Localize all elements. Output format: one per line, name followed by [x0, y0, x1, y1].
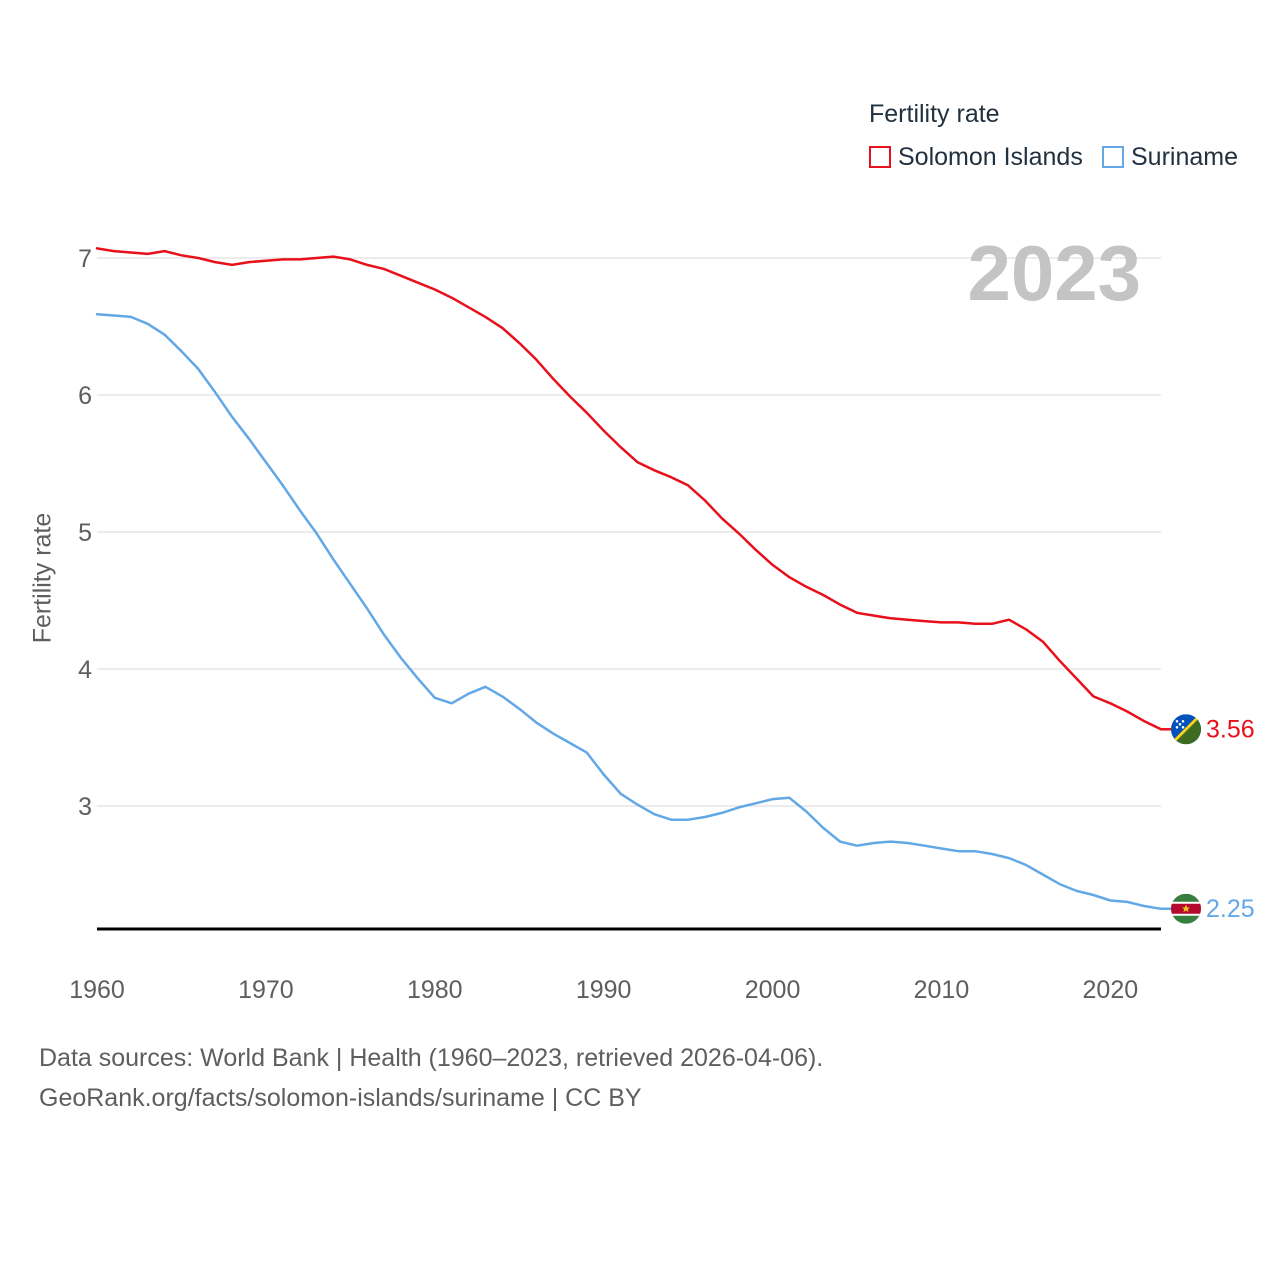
- legend-item-suriname[interactable]: Suriname: [1102, 142, 1238, 172]
- solomon-islands-flag-icon: [1171, 714, 1201, 745]
- series-lines: [95, 247, 1171, 911]
- y-tick-label: 3: [78, 793, 92, 821]
- x-tick-label: 1990: [576, 976, 632, 1004]
- x-tick-label: 2010: [914, 976, 970, 1004]
- footer-data-sources: Data sources: World Bank | Health (1960–…: [39, 1044, 824, 1072]
- y-tick-label: 5: [78, 519, 92, 547]
- legend-label-suriname: Suriname: [1131, 142, 1238, 171]
- legend-item-solomon-islands[interactable]: Solomon Islands: [869, 142, 1083, 172]
- legend-swatch-solomon-islands: [869, 146, 891, 168]
- x-axis-ticks: 1960 1970 1980 1990 2000 2010 2020: [69, 976, 1138, 1004]
- solomon-islands-end-value: 3.56: [1206, 715, 1255, 743]
- y-tick-label: 7: [78, 245, 92, 273]
- x-tick-label: 1980: [407, 976, 463, 1004]
- gridlines: [97, 257, 1161, 807]
- y-tick-label: 6: [78, 382, 92, 410]
- x-tick-label: 1970: [238, 976, 294, 1004]
- suriname-flag-icon: [1171, 893, 1201, 924]
- current-year-watermark: 2023: [967, 229, 1141, 317]
- x-tick-label: 1960: [69, 976, 125, 1004]
- y-axis-label: Fertility rate: [28, 512, 57, 644]
- x-tick-label: 2000: [745, 976, 801, 1004]
- y-axis-ticks: 3 4 5 6 7: [78, 245, 92, 821]
- y-tick-label: 4: [78, 656, 92, 684]
- legend-title: Fertility rate: [869, 100, 1000, 128]
- legend-label-solomon-islands: Solomon Islands: [898, 142, 1083, 171]
- legend-swatch-suriname: [1102, 146, 1124, 168]
- series-line-solomon-islands[interactable]: [95, 247, 1163, 731]
- suriname-end-value: 2.25: [1206, 895, 1255, 923]
- footer-source-link[interactable]: GeoRank.org/facts/solomon-islands/surina…: [39, 1084, 642, 1112]
- x-tick-label: 2020: [1083, 976, 1139, 1004]
- series-line-suriname[interactable]: [95, 312, 1163, 911]
